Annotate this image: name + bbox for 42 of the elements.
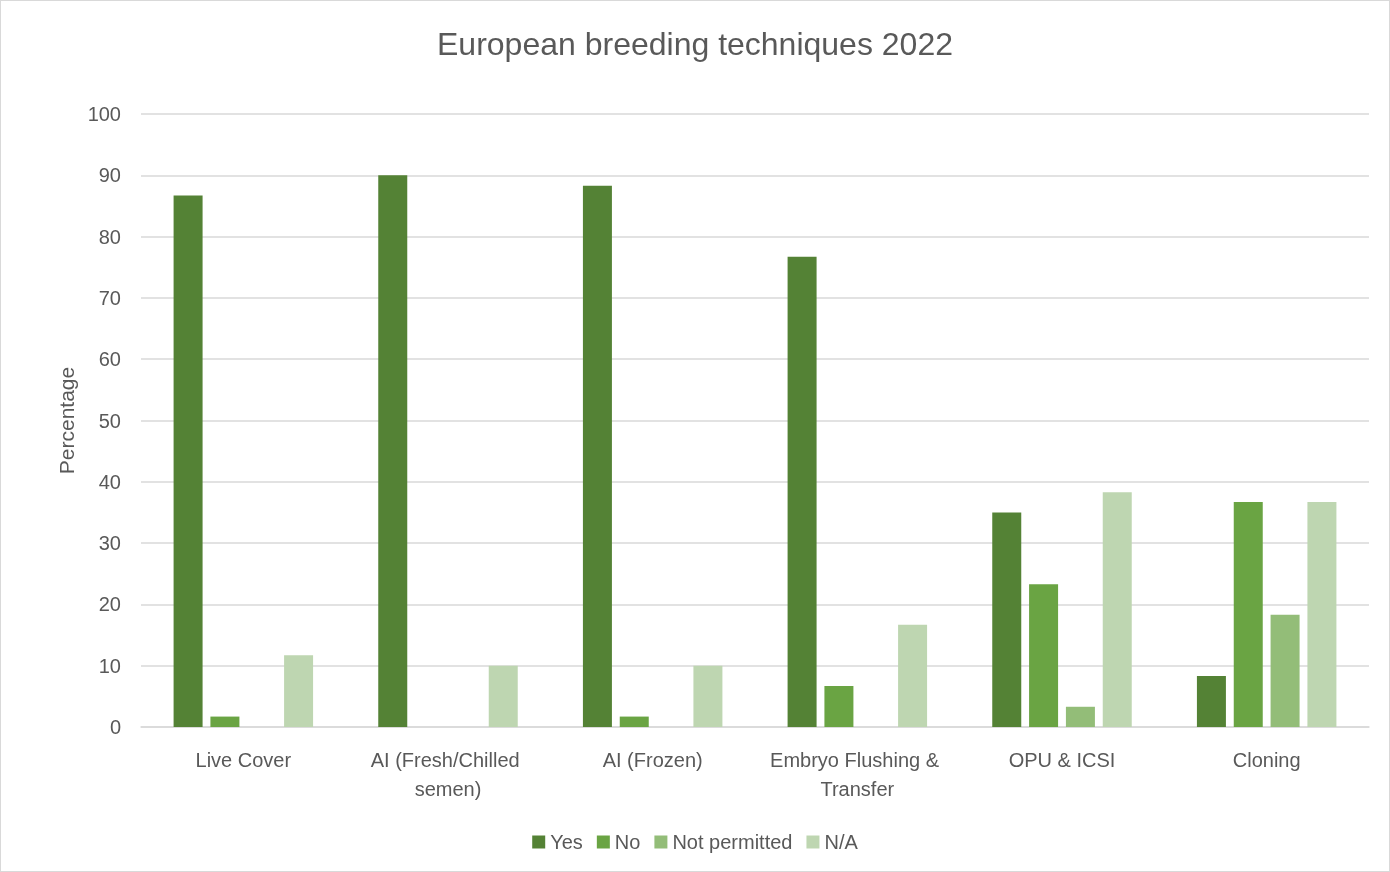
bar: [1102, 492, 1132, 727]
bar: [1233, 502, 1263, 727]
bar: [824, 685, 854, 727]
bar: [210, 716, 240, 727]
y-tick-label: 60: [98, 348, 121, 371]
bar: [1196, 676, 1226, 727]
y-tick-label: 20: [98, 593, 121, 616]
y-tick-label: 80: [98, 225, 121, 248]
y-axis-title: Percentage: [54, 366, 78, 475]
y-tick-label: 70: [98, 286, 121, 309]
x-tick-label: Live Cover: [195, 748, 292, 771]
legend-label: No: [614, 831, 641, 853]
bar: [488, 665, 518, 727]
x-tick-label: AI (Frozen): [602, 748, 703, 771]
y-tick-label: 90: [98, 164, 121, 187]
bar: [378, 175, 408, 727]
legend-label: N/A: [824, 831, 859, 853]
bar: [787, 256, 817, 727]
bar: [582, 185, 612, 727]
bar: [284, 655, 314, 727]
bar: [898, 624, 928, 727]
y-tick-label: 100: [87, 103, 121, 125]
y-tick-label: 0: [109, 716, 121, 738]
bar: [1307, 502, 1337, 727]
chart-title: European breeding techniques 2022: [437, 26, 953, 62]
y-tick-label: 10: [98, 654, 121, 677]
y-tick-label: 40: [98, 470, 121, 493]
legend-label: Yes: [550, 831, 583, 853]
bar: [1270, 614, 1300, 727]
bar: [619, 716, 649, 727]
y-tick-label: 50: [98, 409, 121, 432]
y-tick-label: 30: [98, 532, 121, 555]
bar: [173, 195, 203, 727]
bar: [693, 665, 723, 727]
bar: [992, 512, 1022, 727]
x-tick-label: OPU & ICSI: [1008, 748, 1116, 771]
x-tick-label: Embryo Flushing & Transfer: [770, 748, 945, 800]
bar: [1065, 706, 1095, 727]
x-tick-label: AI (Fresh/Chilled semen): [370, 748, 526, 800]
bar: [1029, 584, 1059, 727]
x-tick-label: Cloning: [1232, 748, 1301, 771]
legend-label: Not permitted: [672, 831, 793, 853]
